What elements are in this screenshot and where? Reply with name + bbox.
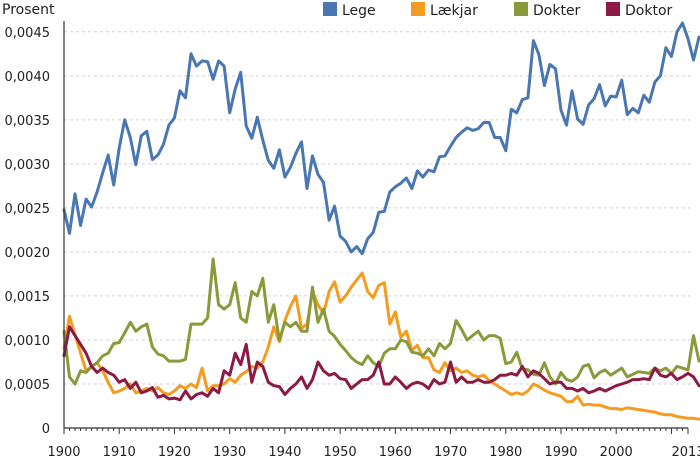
- legend-label-dokter: Dokter: [533, 3, 581, 19]
- legend-swatch-dokter: [514, 2, 528, 16]
- y-tick-label: 0,0025: [5, 202, 51, 217]
- grid-lines: [64, 31, 692, 385]
- legend-label-doktor: Doktor: [625, 3, 673, 19]
- series-line-doktor: [62, 325, 700, 402]
- x-tick-label: 1950: [324, 445, 357, 460]
- legend-swatch-doktor: [606, 2, 620, 16]
- legend: Lege Lækjar Dokter Doktor: [323, 2, 673, 19]
- x-tick-label: 1990: [544, 445, 577, 460]
- y-tick-label: 0,0015: [5, 290, 51, 305]
- y-tick-label: 0,0035: [5, 114, 51, 129]
- x-tick-label: 1900: [47, 445, 80, 460]
- x-tick-label: 2013: [671, 445, 700, 460]
- legend-label-l-kjar: Lækjar: [430, 3, 478, 19]
- axes: 0 0,0005 0,0010 0,0015 0,0020 0,0025 0,0030 0,0…: [5, 21, 700, 460]
- y-tick-label: 0,0010: [5, 334, 51, 349]
- y-axis-label: Prosent: [2, 2, 55, 18]
- series-line-dokter: [62, 257, 700, 386]
- x-tick-label: 2000: [600, 445, 633, 460]
- y-tick-label: 0,0020: [5, 246, 51, 261]
- x-tick-label: 1960: [379, 445, 412, 460]
- x-tick-label: 1970: [434, 445, 467, 460]
- y-tick-label: 0,0040: [5, 70, 51, 85]
- x-tick-label: 1910: [103, 445, 136, 460]
- series-lines: [62, 21, 700, 421]
- y-tick-label: 0,0045: [5, 26, 51, 41]
- y-tick-label: 0: [42, 422, 50, 437]
- x-tick-label: 1930: [213, 445, 246, 460]
- y-tick-label: 0,0005: [5, 378, 51, 393]
- series-line-lege: [62, 21, 700, 256]
- legend-swatch-lege: [323, 2, 337, 16]
- series-line-l-kjar: [62, 271, 700, 421]
- legend-label-lege: Lege: [342, 3, 376, 19]
- legend-swatch-l-kjar: [411, 2, 425, 16]
- y-tick-label: 0,0030: [5, 158, 51, 173]
- x-tick-label: 1980: [489, 445, 522, 460]
- x-tick-label: 1920: [158, 445, 191, 460]
- x-tick-label: 1940: [268, 445, 301, 460]
